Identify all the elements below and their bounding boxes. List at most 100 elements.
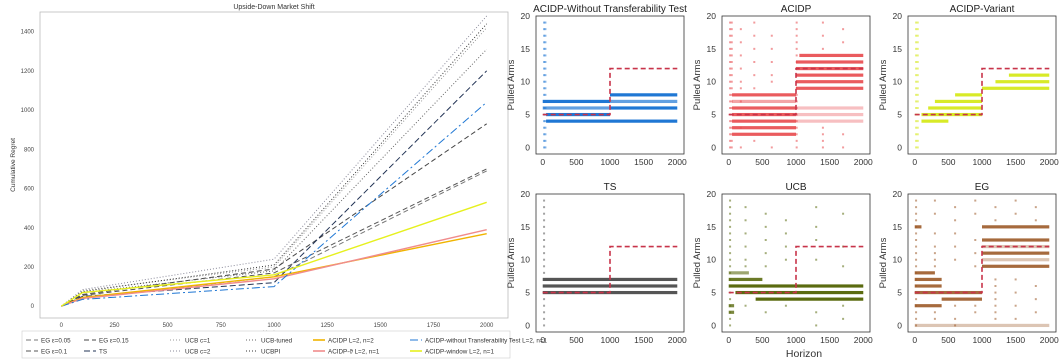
pull-dot bbox=[821, 47, 824, 50]
panel-x-tick-label: 500 bbox=[569, 157, 583, 167]
pull-dot bbox=[795, 41, 798, 44]
panel-x-tick-label: 1500 bbox=[820, 335, 839, 345]
panel-y-axis-label: Pulled Arms bbox=[878, 237, 889, 288]
pull-dot bbox=[543, 265, 546, 268]
pull-dot bbox=[729, 225, 732, 228]
pull-dot bbox=[543, 74, 546, 77]
pull-dot bbox=[916, 80, 919, 83]
pull-dot bbox=[915, 54, 918, 57]
pull-dot bbox=[729, 28, 732, 31]
pull-dot bbox=[974, 212, 977, 215]
pull-band bbox=[941, 297, 982, 301]
pull-dot bbox=[915, 139, 918, 142]
main-y-tick-label: 600 bbox=[24, 187, 35, 193]
pull-dot bbox=[543, 120, 546, 123]
pull-dot bbox=[842, 146, 845, 149]
legend-entry-label: UCB c=2 bbox=[185, 349, 211, 356]
panel-1: ACIDP-Without Transferability Test 0 500 10… bbox=[506, 4, 687, 167]
pull-dot bbox=[543, 219, 546, 222]
panel-y-axis-label: Pulled Arms bbox=[878, 59, 889, 110]
pull-dot bbox=[753, 74, 756, 77]
pull-dot bbox=[795, 28, 798, 31]
panel-y-tick-label: 5 bbox=[525, 288, 530, 298]
main-x-tick-label: 500 bbox=[163, 323, 174, 329]
pull-dot bbox=[770, 80, 773, 83]
best-arm-line bbox=[914, 245, 1050, 294]
pull-dot bbox=[744, 206, 747, 209]
pull-dot bbox=[842, 41, 845, 44]
panel-y-tick-label: 20 bbox=[521, 11, 531, 21]
pull-dot bbox=[842, 317, 845, 320]
pull-dot bbox=[729, 107, 732, 109]
pull-dot bbox=[729, 206, 732, 209]
pull-dot bbox=[815, 324, 818, 327]
pull-dot bbox=[730, 146, 733, 149]
pull-dot bbox=[994, 219, 997, 222]
pull-dot bbox=[974, 265, 977, 268]
pull-dot bbox=[915, 87, 918, 90]
panel-x-tick-label: 1000 bbox=[787, 157, 806, 167]
panel-y-tick-label: 10 bbox=[893, 255, 903, 265]
panel-x-tick-label: 500 bbox=[941, 335, 955, 345]
pull-dot bbox=[543, 80, 546, 83]
main-y-tick-label: 1200 bbox=[21, 69, 35, 75]
pull-dot bbox=[915, 317, 918, 320]
pull-dot bbox=[915, 21, 918, 24]
panel-6: EG 0 500 1000 1500 2000 0 5 10 15 20 Pulled Arms bbox=[878, 182, 1059, 345]
pull-dot bbox=[764, 311, 767, 314]
pull-dot bbox=[916, 34, 919, 37]
panel-x-tick-label: 0 bbox=[540, 335, 545, 345]
pull-dot bbox=[795, 133, 798, 136]
pull-dot bbox=[974, 311, 977, 314]
panel-y-tick-label: 5 bbox=[711, 110, 716, 120]
pull-dot bbox=[543, 245, 546, 248]
pull-dot bbox=[1014, 199, 1017, 202]
pull-dot bbox=[954, 232, 957, 235]
pull-dot bbox=[543, 324, 546, 327]
pull-dot bbox=[543, 317, 546, 320]
panel-title: UCB bbox=[785, 182, 806, 193]
pull-dot bbox=[543, 225, 546, 228]
legend-entry-label: ACIDP L=2, n=2 bbox=[328, 338, 374, 345]
pull-dot bbox=[730, 21, 733, 24]
pull-band bbox=[914, 284, 942, 288]
pull-band bbox=[732, 106, 796, 110]
panel-y-tick-label: 0 bbox=[897, 320, 902, 330]
pull-band bbox=[796, 106, 864, 110]
pull-dot bbox=[729, 252, 732, 255]
pull-dot bbox=[915, 28, 918, 31]
pull-dot bbox=[729, 80, 732, 83]
pull-dot bbox=[729, 47, 732, 50]
pull-dot bbox=[815, 225, 818, 228]
main-y-axis-label: Cumulative Regret bbox=[10, 138, 17, 192]
pull-dot bbox=[764, 265, 767, 268]
pull-dot bbox=[729, 212, 732, 215]
panel-x-tick-label: 2000 bbox=[1040, 157, 1059, 167]
pull-dot bbox=[729, 245, 732, 248]
series-line-11 bbox=[60, 201, 487, 307]
panel-x-tick-label: 500 bbox=[755, 335, 769, 345]
pull-dot bbox=[795, 54, 798, 57]
pull-dot bbox=[543, 199, 546, 202]
pull-dot bbox=[795, 126, 798, 129]
pull-dot bbox=[795, 120, 798, 123]
legend-entry-label: EG ε=0.1 bbox=[41, 349, 68, 356]
pull-dot bbox=[543, 252, 546, 255]
pull-band bbox=[732, 93, 796, 97]
pull-dot bbox=[744, 304, 747, 307]
pull-dot bbox=[543, 61, 546, 63]
panel-x-tick-label: 2000 bbox=[1040, 335, 1059, 345]
pull-dot bbox=[730, 34, 733, 37]
pull-band bbox=[796, 80, 864, 84]
pull-dot bbox=[974, 304, 977, 307]
pull-dot bbox=[543, 34, 546, 37]
pull-dot bbox=[544, 74, 547, 77]
panel-y-tick-label: 15 bbox=[893, 222, 903, 232]
panel-title: ACIDP-Without Transferability Test bbox=[533, 4, 687, 15]
pull-dot bbox=[729, 298, 732, 301]
pull-dot bbox=[544, 28, 547, 31]
pull-dot bbox=[916, 100, 919, 103]
panel-y-tick-label: 10 bbox=[521, 77, 531, 87]
panel-y-tick-label: 20 bbox=[893, 189, 903, 199]
pull-dot bbox=[764, 225, 767, 228]
